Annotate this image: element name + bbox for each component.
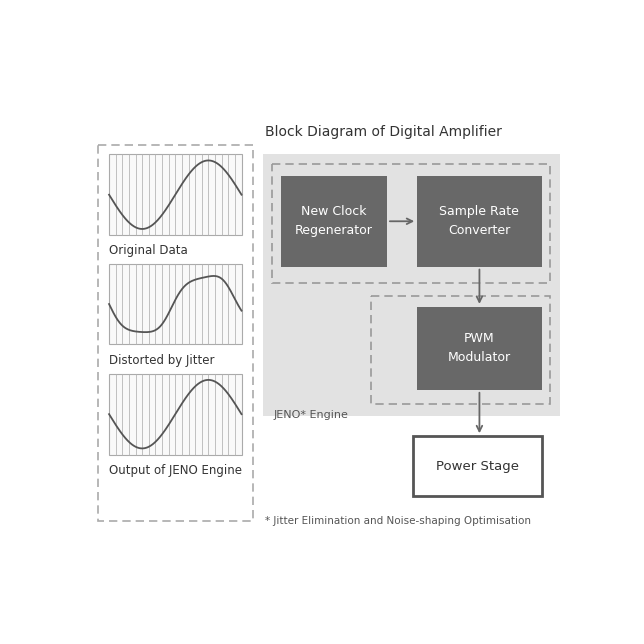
Bar	[109, 155, 242, 235]
Text: New Clock
Regenerator: New Clock Regenerator	[295, 205, 373, 237]
Text: JENO* Engine: JENO* Engine	[273, 410, 348, 420]
Bar	[109, 374, 242, 455]
Text: Output of JENO Engine: Output of JENO Engine	[109, 464, 242, 477]
Bar	[417, 307, 542, 390]
Bar	[281, 176, 387, 267]
Bar	[371, 296, 549, 404]
Bar	[272, 164, 549, 283]
Text: Block Diagram of Digital Amplifier: Block Diagram of Digital Amplifier	[265, 125, 502, 139]
Bar	[413, 436, 542, 496]
Text: Original Data: Original Data	[109, 244, 188, 258]
Bar	[109, 263, 242, 345]
Text: Sample Rate
Converter: Sample Rate Converter	[439, 205, 519, 237]
Bar	[263, 155, 560, 416]
Text: Distorted by Jitter: Distorted by Jitter	[109, 354, 214, 366]
Text: * Jitter Elimination and Noise-shaping Optimisation: * Jitter Elimination and Noise-shaping O…	[265, 516, 531, 526]
Bar	[417, 176, 542, 267]
Text: PWM
Modulator: PWM Modulator	[448, 332, 511, 365]
Bar	[97, 145, 253, 521]
Text: Power Stage: Power Stage	[436, 460, 519, 473]
